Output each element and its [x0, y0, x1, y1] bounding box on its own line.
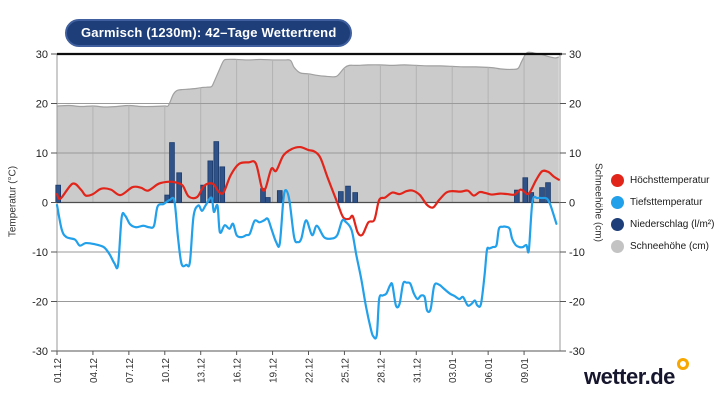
precipitation-bar	[352, 192, 359, 203]
degree-ring-icon	[676, 358, 689, 370]
y-tick-label-right: 20	[569, 99, 581, 111]
wetter-de-logo[interactable]: wetter.de	[584, 358, 689, 390]
legend-item-schneehoehe[interactable]: Schneehöhe (cm)	[611, 240, 714, 253]
tiefsttemperatur-dot-icon	[611, 196, 624, 209]
legend-label: Tiefsttemperatur	[630, 197, 703, 208]
min-temperature-line	[55, 189, 558, 340]
y-axis-title-temperature: Temperatur (°C)	[7, 165, 19, 238]
hoechsttemperatur-dot-icon	[611, 174, 624, 187]
precipitation-bar	[207, 160, 214, 203]
y-axis-ticks: 30 30 20 20 10 10 0 0 -10 -10 -20 -20 -30 -30	[32, 49, 585, 358]
snow-depth-area	[57, 52, 559, 203]
chart-title-badge: Garmisch (1230m): 42–Tage Wettertrend	[65, 19, 353, 47]
x-tick-label: 19.12	[269, 358, 280, 383]
chart-title: Garmisch (1230m): 42–Tage Wettertrend	[81, 25, 337, 40]
y-axis-title-snowheight: Schneehöhe (cm)	[592, 163, 604, 242]
x-tick-label: 22.12	[305, 358, 316, 383]
chart-legend: Höchsttemperatur Tiefsttemperatur Nieder…	[611, 174, 714, 253]
wetter-de-logo-text: wetter.de	[584, 364, 675, 389]
x-tick-label: 09.01	[520, 358, 531, 383]
precipitation-bar	[545, 182, 551, 203]
y-tick-label-right: -30	[569, 346, 585, 358]
legend-label: Höchsttemperatur	[630, 175, 710, 186]
x-axis-ticks: 01.12 04.12 07.12 10.12 13.12 16.12 19.12 22.12…	[53, 350, 560, 383]
x-tick-label: 13.12	[197, 358, 208, 383]
y-tick-label-left: -30	[32, 346, 48, 358]
x-tick-label: 28.12	[376, 358, 387, 383]
legend-item-niederschlag[interactable]: Niederschlag (l/m²)	[611, 218, 714, 231]
y-tick-label-right: 0	[569, 198, 575, 210]
legend-item-tiefsttemperatur[interactable]: Tiefsttemperatur	[611, 196, 714, 209]
precipitation-bar	[55, 184, 61, 203]
x-tick-label: 06.01	[484, 358, 495, 383]
x-tick-label: 10.12	[161, 358, 172, 383]
y-tick-label-left: 0	[42, 198, 48, 210]
precipitation-bar	[539, 187, 545, 203]
max-temperature-line	[55, 145, 560, 237]
x-tick-label: 07.12	[125, 358, 136, 383]
y-tick-label-right: 10	[569, 148, 581, 160]
y-tick-label-right: -20	[569, 297, 585, 309]
precipitation-bar	[276, 190, 283, 203]
x-tick-label: 16.12	[233, 358, 244, 383]
precipitation-bar	[514, 189, 520, 203]
legend-label: Niederschlag (l/m²)	[630, 219, 715, 230]
niederschlag-dot-icon	[611, 218, 624, 231]
precipitation-bar	[176, 172, 182, 203]
y-tick-label-left: -10	[32, 247, 48, 259]
x-tick-label: 31.12	[412, 358, 423, 383]
precipitation-bar	[213, 141, 220, 203]
precipitation-bar	[345, 185, 351, 203]
legend-label: Schneehöhe (cm)	[630, 241, 709, 252]
y-tick-label-right: 30	[569, 49, 581, 61]
x-tick-label: 03.01	[448, 358, 459, 383]
y-tick-label-left: -20	[32, 297, 48, 309]
precipitation-bar	[264, 197, 271, 203]
legend-item-hoechsttemperatur[interactable]: Höchsttemperatur	[611, 174, 714, 187]
precipitation-bar	[219, 166, 226, 203]
precipitation-bar	[338, 191, 344, 203]
y-tick-label-left: 30	[36, 49, 48, 61]
y-tick-label-left: 10	[36, 148, 48, 160]
x-tick-label: 04.12	[89, 358, 100, 383]
y-tick-label-left: 20	[36, 99, 48, 111]
y-tick-label-right: -10	[569, 247, 585, 259]
x-tick-label: 25.12	[340, 358, 351, 383]
schneehoehe-dot-icon	[611, 240, 624, 253]
precipitation-bar	[169, 142, 175, 203]
x-tick-label: 01.12	[53, 358, 64, 383]
